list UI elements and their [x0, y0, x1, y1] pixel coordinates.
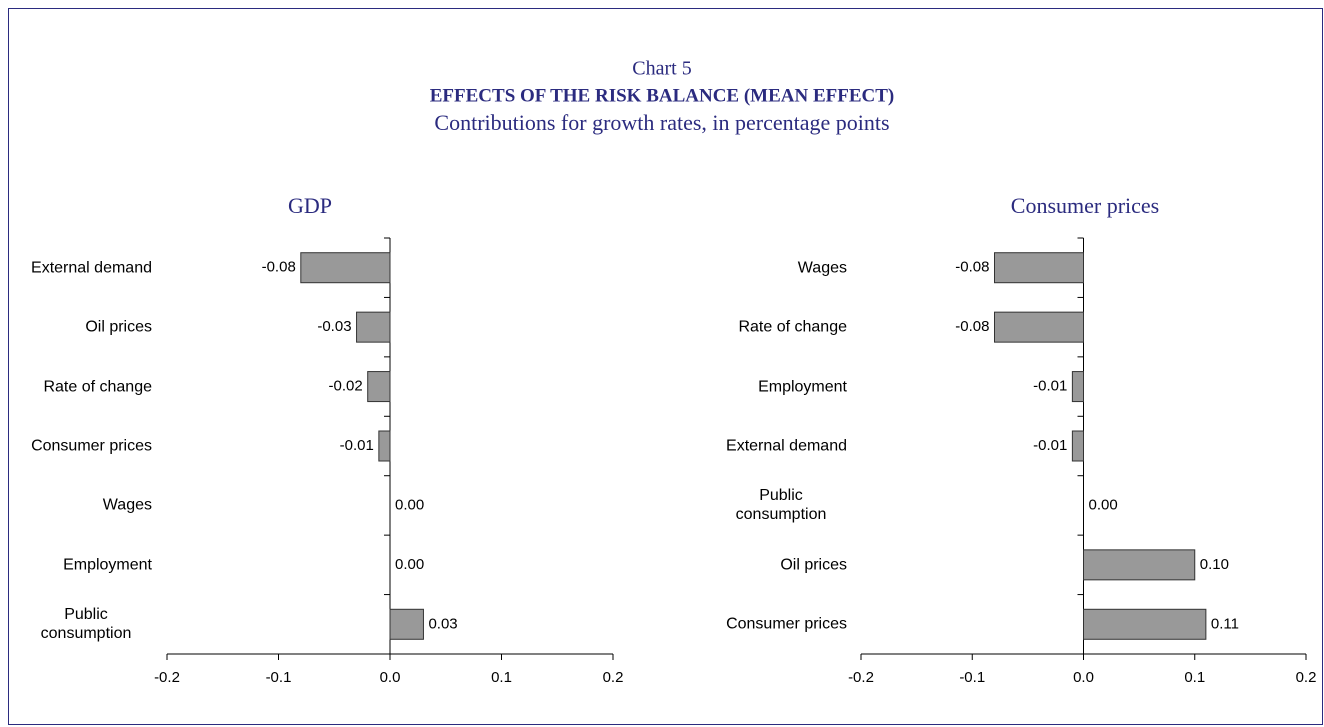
bar	[994, 252, 1084, 284]
category-label: Consumer prices	[726, 615, 847, 633]
x-tick-label: 0.0	[1073, 669, 1094, 686]
x-tick-label: 0.1	[1184, 669, 1205, 686]
bar	[994, 311, 1084, 343]
value-label: -0.03	[317, 318, 351, 335]
x-tick-label: 0.1	[491, 669, 512, 686]
value-label: 0.10	[1200, 556, 1229, 573]
value-label: 0.03	[428, 615, 457, 632]
x-tick-label: 0.2	[1296, 669, 1317, 686]
category-label: Rate of change	[738, 318, 847, 336]
value-label: 0.00	[395, 556, 424, 573]
category-label: Wages	[102, 496, 152, 514]
category-label: Public consumption	[40, 606, 132, 643]
value-label: -0.08	[955, 318, 989, 335]
bar	[300, 252, 391, 284]
panel-title: Consumer prices	[1011, 193, 1159, 218]
value-label: -0.02	[328, 378, 362, 395]
value-label: 0.00	[1089, 496, 1118, 513]
chart-subtitle: Contributions for growth rates, in perce…	[434, 110, 889, 135]
bar	[1071, 430, 1084, 462]
category-label: Public consumption	[735, 487, 827, 524]
value-label: -0.08	[955, 259, 989, 276]
x-tick-label: -0.2	[848, 669, 874, 686]
x-tick-label: 0.0	[380, 669, 401, 686]
bar	[1071, 371, 1084, 403]
frame	[8, 8, 1323, 725]
panel-title: GDP	[288, 193, 332, 218]
category-label: Consumer prices	[31, 437, 152, 455]
x-tick-label: -0.2	[154, 669, 180, 686]
category-label: Oil prices	[85, 318, 152, 336]
bar	[367, 371, 391, 403]
chart-title: EFFECTS OF THE RISK BALANCE (MEAN EFFECT…	[430, 85, 895, 106]
x-tick-label: -0.1	[266, 669, 292, 686]
value-label: 0.00	[395, 496, 424, 513]
value-label: -0.01	[1033, 378, 1067, 395]
value-label: -0.01	[1033, 437, 1067, 454]
bar	[1083, 608, 1207, 640]
category-label: External demand	[726, 437, 847, 455]
bar	[378, 430, 391, 462]
bar	[389, 608, 424, 640]
category-label: Oil prices	[780, 556, 847, 574]
category-label: Wages	[797, 259, 847, 277]
bar	[356, 311, 391, 343]
category-label: Employment	[758, 378, 847, 396]
x-tick-label: -0.1	[959, 669, 985, 686]
value-label: -0.01	[340, 437, 374, 454]
category-label: External demand	[31, 259, 152, 277]
value-label: -0.08	[262, 259, 296, 276]
x-tick-label: 0.2	[603, 669, 624, 686]
category-label: Employment	[63, 556, 152, 574]
chart-number: Chart 5	[632, 58, 691, 80]
value-label: 0.11	[1211, 615, 1239, 632]
category-label: Rate of change	[43, 378, 152, 396]
bar	[1083, 549, 1196, 581]
